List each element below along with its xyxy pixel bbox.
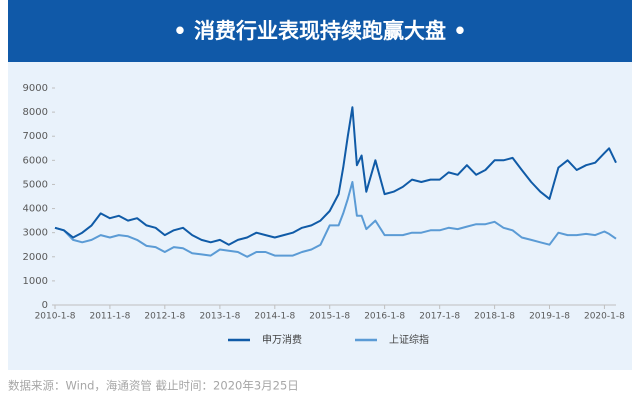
y-tick-label: 4000 <box>23 204 48 215</box>
x-tick-label: 2015-1-8 <box>309 312 350 322</box>
x-tick-label: 2010-1-8 <box>35 312 76 322</box>
x-tick-label: 2018-1-8 <box>474 312 515 322</box>
x-tick-label: 2016-1-8 <box>364 312 405 322</box>
legend-label: 上证综指 <box>389 333 429 346</box>
source-note: 数据来源：Wind，海通资管 截止时间：2020年3月25日 <box>8 379 299 393</box>
series-line <box>54 106 617 246</box>
y-tick-label: 9000 <box>23 83 48 94</box>
y-tick-label: 5000 <box>23 179 48 190</box>
y-tick-label: 2000 <box>23 252 48 263</box>
y-tick-label: 0 <box>42 300 48 311</box>
x-tick-label: 2017-1-8 <box>419 312 460 322</box>
y-tick-label: 7000 <box>23 131 48 142</box>
x-tick-label: 2013-1-8 <box>199 312 240 322</box>
header-band <box>8 0 632 62</box>
chart-title: • 消费行业表现持续跑赢大盘 • <box>173 19 466 43</box>
legend-label: 申万消费 <box>262 333 302 346</box>
series-line <box>54 181 617 258</box>
y-tick-label: 8000 <box>23 107 48 118</box>
x-tick-label: 2014-1-8 <box>254 312 295 322</box>
y-tick-label: 6000 <box>23 155 48 166</box>
plot-panel <box>8 62 632 370</box>
x-tick-label: 2011-1-8 <box>89 312 130 322</box>
y-tick-label: 1000 <box>23 276 48 287</box>
x-tick-label: 2019-1-8 <box>529 312 570 322</box>
x-tick-label: 2020-1-8 <box>584 312 625 322</box>
x-tick-label: 2012-1-8 <box>144 312 185 322</box>
y-tick-label: 3000 <box>23 228 48 239</box>
